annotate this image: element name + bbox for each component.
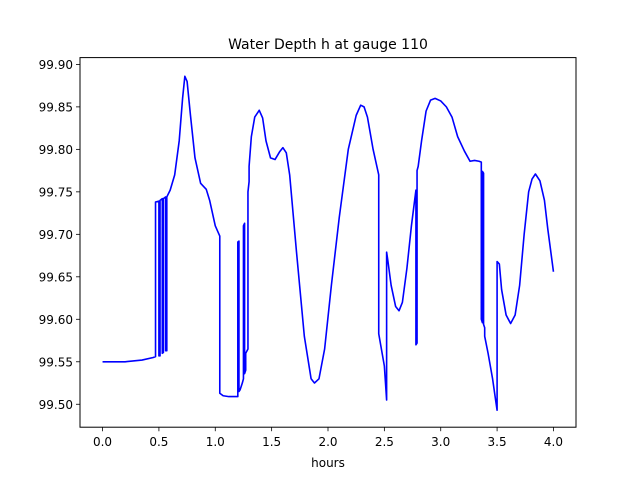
y-tick-label: 99.60	[39, 313, 73, 327]
chart-title: Water Depth h at gauge 110	[228, 37, 428, 53]
x-tick-label: 0.5	[149, 435, 168, 449]
plot-area	[102, 75, 555, 412]
y-tick-label: 99.65	[39, 270, 73, 284]
y-tick-label: 99.55	[39, 355, 73, 369]
x-tick-label: 4.0	[544, 435, 563, 449]
x-tick-label: 0.0	[93, 435, 112, 449]
y-tick-label: 99.90	[39, 58, 73, 72]
y-tick-label: 99.75	[39, 185, 73, 199]
x-axis-ticks: 0.0 0.5 1.0 1.5 2.0 2.5 3.0 3.5 4.0	[93, 427, 563, 449]
x-axis-label: hours	[311, 456, 345, 470]
x-tick-label: 2.0	[318, 435, 337, 449]
plot-frame	[79, 57, 577, 428]
x-tick-label: 3.0	[431, 435, 450, 449]
x-tick-label: 1.0	[206, 435, 225, 449]
y-axis-ticks: 99.50 99.55 99.60 99.65 99.70 99.75 99.80 99.85…	[39, 58, 80, 412]
series-line-0	[102, 75, 555, 412]
y-tick-label: 99.85	[39, 100, 73, 114]
y-tick-label: 99.70	[39, 228, 73, 242]
x-tick-label: 2.5	[375, 435, 394, 449]
x-tick-label: 3.5	[488, 435, 507, 449]
y-tick-label: 99.50	[39, 398, 73, 412]
y-tick-label: 99.80	[39, 143, 73, 157]
x-tick-label: 1.5	[262, 435, 281, 449]
